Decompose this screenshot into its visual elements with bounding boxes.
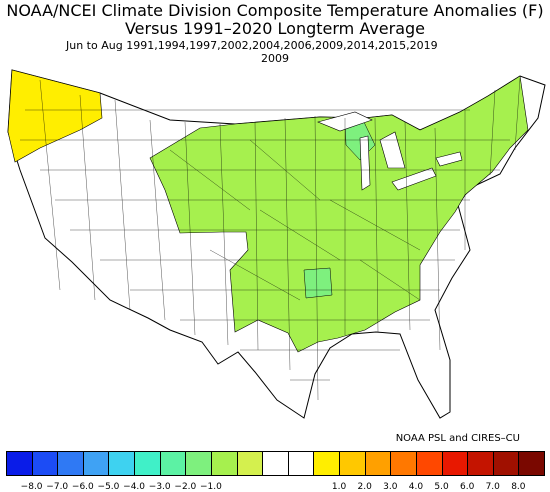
legend-tick-label: −1.0 bbox=[200, 482, 222, 492]
legend-tick-label: 7.0 bbox=[485, 482, 500, 492]
legend-swatch bbox=[415, 451, 443, 476]
map-title-line1: NOAA/NCEI Climate Division Composite Tem… bbox=[6, 1, 544, 20]
legend-swatch bbox=[57, 451, 84, 476]
legend-swatch bbox=[236, 451, 264, 476]
legend-swatch bbox=[313, 451, 341, 476]
warm-anomaly-region bbox=[7, 69, 103, 163]
legend-tick-label: 1.0 bbox=[331, 482, 347, 492]
legend-tick-label: −7.0 bbox=[46, 482, 69, 492]
legend-tick-label: −2.0 bbox=[174, 482, 197, 492]
legend-swatch bbox=[134, 451, 161, 476]
legend-swatch bbox=[467, 451, 494, 476]
legend-swatch bbox=[159, 451, 187, 476]
legend-swatch bbox=[262, 451, 289, 476]
legend-swatch bbox=[31, 451, 59, 476]
subtitle-years: Jun to Aug 1991,1994,1997,2002,2004,2006… bbox=[66, 39, 438, 52]
legend-tick-label: −3.0 bbox=[148, 482, 171, 492]
legend-tick-label: 6.0 bbox=[459, 482, 475, 492]
legend-swatch bbox=[185, 451, 212, 476]
lake-huron bbox=[379, 131, 406, 169]
cool-anomaly-pocket-arkansas bbox=[303, 267, 333, 299]
legend-tick-label: 8.0 bbox=[511, 482, 526, 492]
map-title-line2: Versus 1991–2020 Longterm Average bbox=[124, 19, 426, 38]
legend-tick-label: 4.0 bbox=[408, 482, 424, 492]
credit-label: NOAA PSL and CIRES–CU bbox=[395, 433, 520, 444]
lake-ontario bbox=[435, 151, 463, 167]
cool-anomaly-region bbox=[149, 75, 529, 353]
legend-swatch bbox=[441, 451, 469, 476]
legend-swatch bbox=[390, 451, 417, 476]
legend-swatch bbox=[210, 451, 238, 476]
legend-swatch bbox=[518, 451, 545, 476]
legend-swatch bbox=[287, 451, 315, 476]
color-legend-bar bbox=[6, 451, 545, 478]
legend-tick-label: 5.0 bbox=[434, 482, 449, 492]
legend-swatch bbox=[364, 451, 392, 476]
legend-swatch bbox=[339, 451, 366, 476]
lake-michigan bbox=[359, 135, 371, 191]
legend-tick-label: −6.0 bbox=[71, 482, 94, 492]
legend-swatch bbox=[492, 451, 520, 476]
legend-tick-label: 2.0 bbox=[357, 482, 372, 492]
legend-swatch bbox=[108, 451, 136, 476]
legend-tick-label: −8.0 bbox=[20, 482, 43, 492]
division-grid bbox=[20, 77, 521, 401]
legend-tick-label: 3.0 bbox=[383, 482, 398, 492]
legend-tick-label: −5.0 bbox=[97, 482, 120, 492]
subtitle-year: 2009 bbox=[261, 52, 289, 65]
legend-swatch bbox=[6, 451, 33, 476]
legend-swatch bbox=[82, 451, 110, 476]
legend-tick-label: −4.0 bbox=[123, 482, 146, 492]
us-climate-division-map bbox=[7, 69, 546, 419]
